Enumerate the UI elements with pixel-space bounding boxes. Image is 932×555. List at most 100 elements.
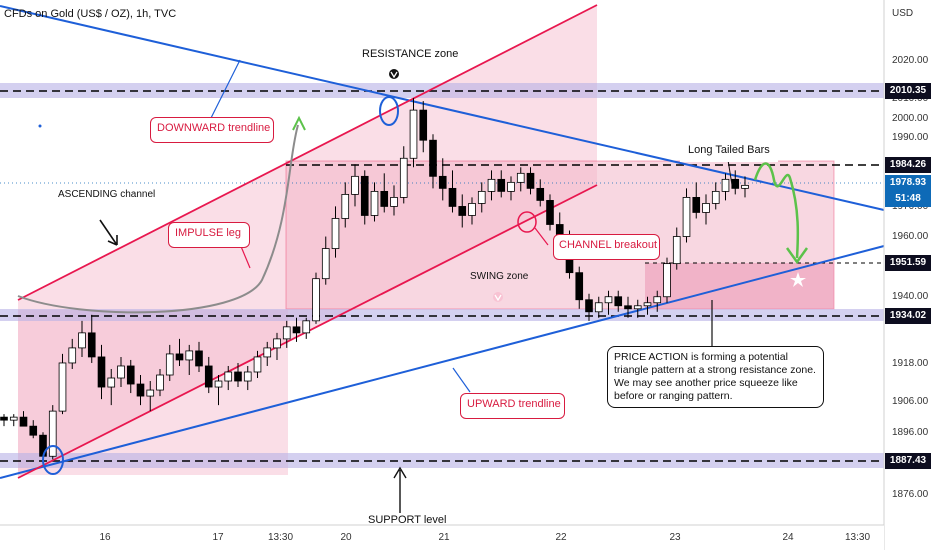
small-dot bbox=[38, 124, 42, 128]
candle-body bbox=[117, 365, 125, 379]
downward-label-pointer bbox=[209, 59, 241, 121]
price-action-note: PRICE ACTION is forming a potential tria… bbox=[607, 346, 824, 408]
candle-body bbox=[292, 326, 301, 334]
breakout-circle-marker bbox=[517, 211, 537, 233]
candle-body bbox=[331, 218, 340, 249]
candle-body bbox=[312, 278, 320, 322]
candle-body bbox=[273, 338, 281, 349]
time-tick-label: 23 bbox=[669, 532, 681, 543]
top-circle-marker bbox=[379, 96, 399, 126]
price-tick-label: 1918.00 bbox=[892, 358, 929, 369]
candle-body bbox=[48, 410, 57, 457]
candle-body bbox=[594, 302, 603, 313]
impulse-curve bbox=[17, 124, 299, 314]
candle-body bbox=[136, 383, 145, 397]
candle-body bbox=[341, 193, 350, 219]
time-tick-label: 24 bbox=[782, 532, 794, 543]
price-tick-label: 2000.00 bbox=[892, 113, 929, 124]
level-price-label: 1951.59 bbox=[885, 255, 931, 271]
candle-body bbox=[487, 178, 496, 192]
candle-body bbox=[429, 139, 437, 177]
candle-body bbox=[214, 380, 223, 388]
candle-body bbox=[672, 236, 681, 265]
star-icon bbox=[790, 272, 806, 287]
candle-body bbox=[175, 353, 184, 361]
impulse-label-pointer bbox=[239, 243, 251, 269]
candle-body bbox=[165, 353, 174, 376]
candle-body bbox=[360, 175, 369, 216]
candle-body bbox=[321, 248, 330, 280]
long-tailed-bars-label: Long Tailed Bars bbox=[688, 144, 770, 156]
candle-body bbox=[692, 197, 701, 213]
ascending-channel-label: ASCENDING channel bbox=[58, 189, 156, 200]
candle-body bbox=[351, 175, 359, 195]
time-tick-label: 21 bbox=[438, 532, 450, 543]
support-level-label: SUPPORT level bbox=[368, 514, 447, 526]
candle-body bbox=[409, 109, 418, 159]
swing-down-arrow-icon bbox=[494, 294, 502, 302]
impulse-arrow-head bbox=[292, 115, 306, 131]
impulse-leg-box bbox=[168, 222, 250, 248]
time-axis[interactable] bbox=[0, 524, 884, 550]
price-tick-label: 2020.00 bbox=[892, 55, 929, 66]
level-price-label: 1984.26 bbox=[885, 157, 931, 173]
candle-body bbox=[58, 362, 67, 412]
time-tick-label: 16 bbox=[99, 532, 111, 543]
candle-body bbox=[126, 365, 135, 385]
time-tick-label: 20 bbox=[340, 532, 352, 543]
candle-body bbox=[87, 332, 96, 358]
candle-body bbox=[633, 305, 642, 310]
channel-breakout-label: CHANNEL breakout bbox=[559, 239, 658, 251]
candle-body bbox=[195, 350, 203, 367]
projection-arrow-head bbox=[785, 247, 809, 265]
candle-body bbox=[682, 197, 691, 237]
candle-body bbox=[9, 416, 18, 421]
candle-body bbox=[263, 347, 272, 358]
level-price-label: 1887.43 bbox=[885, 453, 931, 469]
swing-down-icon bbox=[493, 292, 503, 302]
candle-body bbox=[29, 425, 38, 436]
candle-body bbox=[507, 181, 515, 192]
candle-body bbox=[702, 203, 710, 213]
price-tick-label: 1906.00 bbox=[892, 396, 929, 407]
candle-body bbox=[663, 263, 671, 298]
time-tick-label: 13:30 bbox=[268, 532, 294, 543]
swing-zone-label: SWING zone bbox=[470, 271, 529, 282]
candle-body bbox=[448, 187, 457, 207]
bottom-circle-marker bbox=[42, 445, 64, 475]
candle-body bbox=[536, 187, 545, 201]
downward-trendline-label: DOWNWARD trendline bbox=[157, 122, 271, 134]
downward-trendline-box bbox=[150, 117, 274, 143]
candle-body bbox=[731, 178, 740, 189]
candle-body bbox=[614, 296, 623, 307]
candle-body bbox=[497, 178, 506, 192]
candle-body bbox=[380, 190, 389, 207]
candle-body bbox=[526, 172, 535, 189]
projection-arrow bbox=[753, 162, 800, 259]
upward-trendline-box bbox=[460, 393, 565, 419]
level-price-label: 1934.02 bbox=[885, 308, 931, 324]
candle-body bbox=[721, 178, 730, 192]
candle-body bbox=[107, 377, 116, 388]
candles-layer bbox=[0, 98, 749, 466]
candle-body bbox=[19, 416, 28, 427]
candle-body bbox=[146, 389, 155, 397]
time-axis-bg bbox=[0, 525, 884, 550]
upward-label-pointer bbox=[452, 367, 471, 393]
triangle-fill bbox=[645, 263, 834, 309]
impulse-leg-label: IMPULSE leg bbox=[175, 227, 242, 239]
candle-body bbox=[68, 347, 77, 364]
candle-body bbox=[185, 350, 194, 361]
currency-label: USD bbox=[892, 8, 914, 19]
level-price-label: 51:48 bbox=[885, 191, 931, 207]
candle-body bbox=[234, 371, 242, 382]
candle-body bbox=[458, 206, 467, 216]
candle-body bbox=[711, 190, 720, 204]
candle-body bbox=[741, 184, 749, 189]
candle-body bbox=[370, 190, 379, 216]
candle-body bbox=[390, 197, 398, 207]
support-band-top bbox=[0, 309, 884, 321]
upward-trendline bbox=[0, 245, 885, 479]
